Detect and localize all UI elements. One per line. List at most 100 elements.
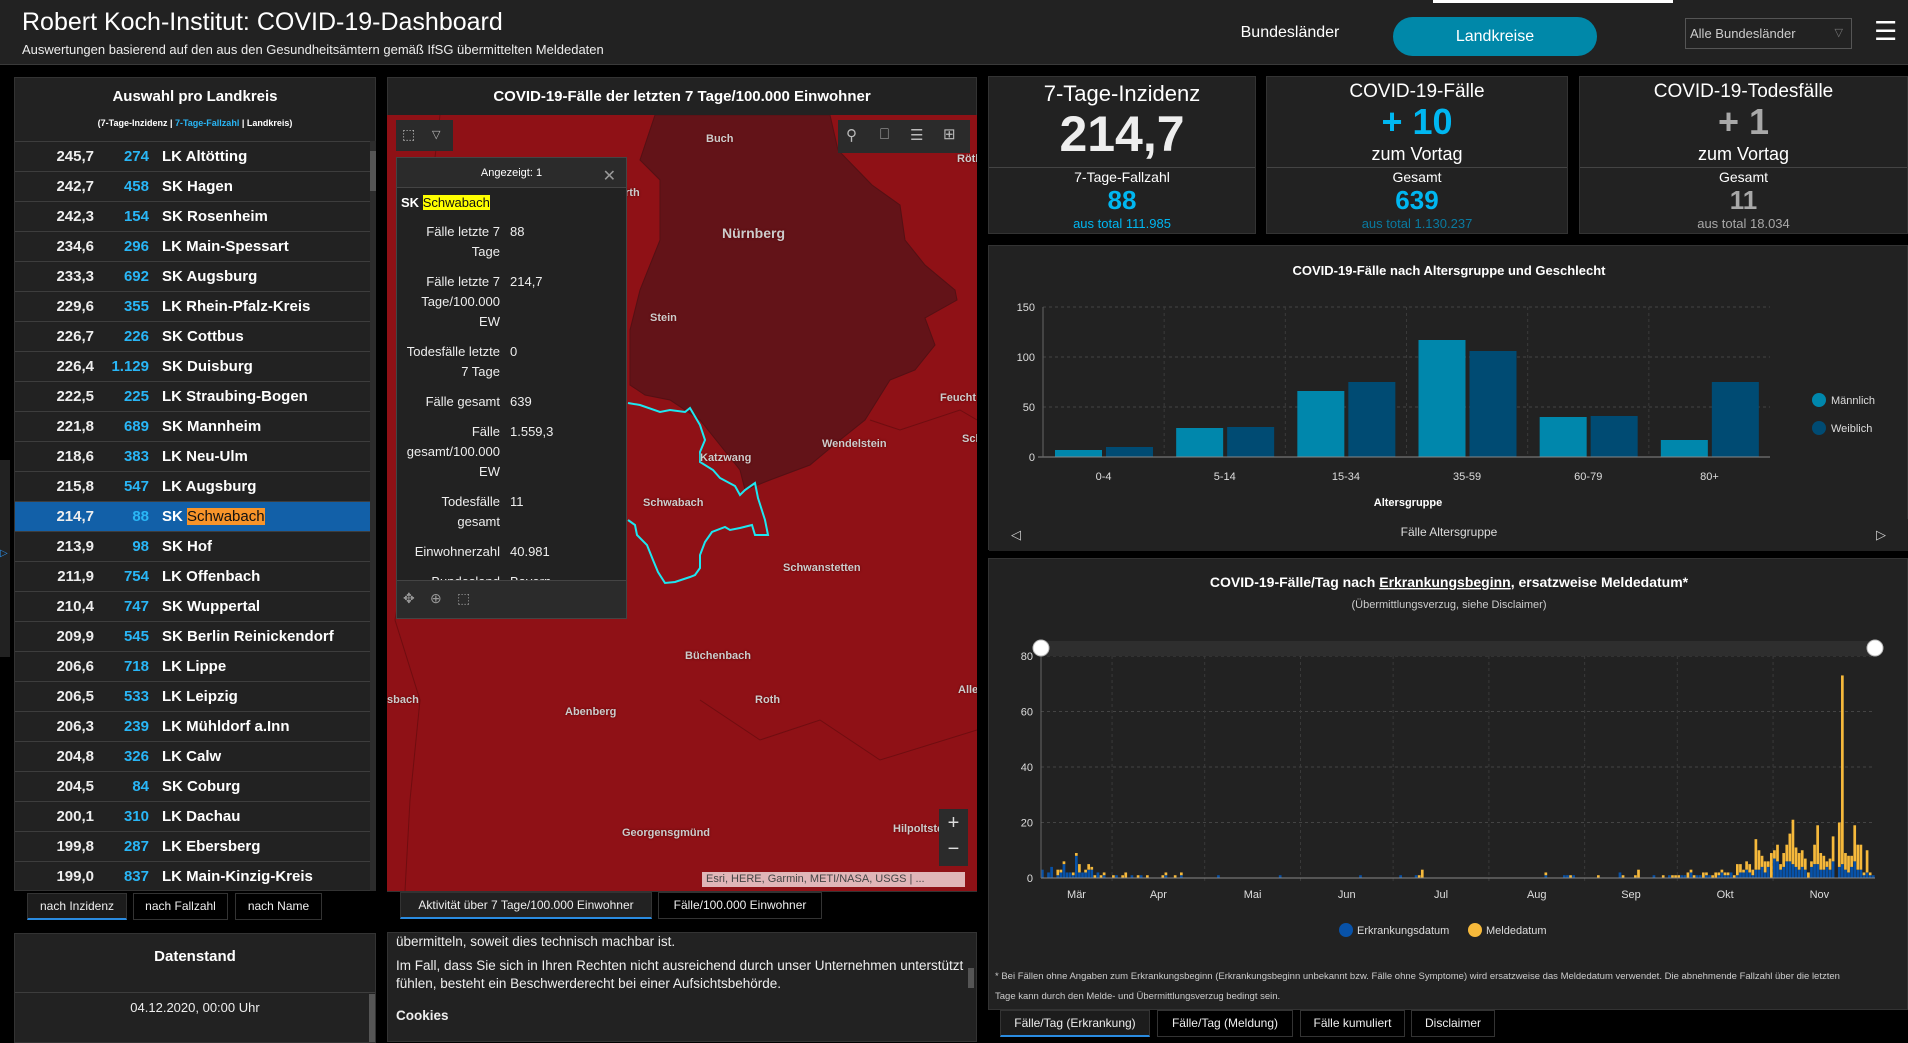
bar-meldedatum[interactable] xyxy=(1773,850,1776,859)
bar-meldedatum[interactable] xyxy=(1847,855,1850,873)
bar-meldedatum[interactable] xyxy=(1754,839,1758,870)
bar-meldedatum[interactable] xyxy=(1865,850,1869,873)
bar-erkrankungsdatum[interactable] xyxy=(1788,861,1792,878)
bar-erkrankungsdatum[interactable] xyxy=(1736,875,1739,878)
bar-erkrankungsdatum[interactable] xyxy=(1779,869,1782,878)
bookmark-icon[interactable]: ⎕ xyxy=(880,126,890,143)
bar-meldedatum[interactable] xyxy=(1124,872,1128,878)
bar-erkrankungsdatum[interactable] xyxy=(1760,866,1764,878)
bar-meldedatum[interactable] xyxy=(1136,875,1140,878)
bar-meldedatum[interactable] xyxy=(1819,853,1823,870)
bar-meldedatum[interactable] xyxy=(1102,872,1106,876)
bar-meldedatum[interactable] xyxy=(1794,847,1798,867)
bar-erkrankungsdatum[interactable] xyxy=(1717,875,1721,878)
bar-meldedatum[interactable] xyxy=(1810,861,1813,867)
bar-erkrankungsdatum[interactable] xyxy=(1081,872,1084,878)
bar-meldedatum[interactable] xyxy=(1720,869,1724,873)
bar-meldedatum[interactable] xyxy=(1785,844,1789,862)
bar-erkrankungsdatum[interactable] xyxy=(1751,875,1755,878)
bundesland-select[interactable]: Alle Bundesländer ▽ xyxy=(1685,18,1852,49)
list-item[interactable]: 206,6 718 LK Lippe xyxy=(15,651,370,681)
legend-label[interactable]: Weiblich xyxy=(1831,423,1872,435)
bar-meldedatum[interactable] xyxy=(1692,875,1696,878)
bar-erkrankungsdatum[interactable] xyxy=(1668,875,1671,878)
bar-meldedatum[interactable] xyxy=(1757,850,1761,870)
nav-landkreise[interactable]: Landkreise xyxy=(1393,17,1597,56)
bar-erkrankungsdatum[interactable] xyxy=(1544,875,1548,878)
basemap-gallery-icon[interactable]: ⊞ xyxy=(943,126,956,143)
legend-swatch[interactable] xyxy=(1339,923,1353,937)
bar-erkrankungsdatum[interactable] xyxy=(1797,869,1801,878)
bar-meldedatum[interactable] xyxy=(1862,872,1866,876)
bar-meldedatum[interactable] xyxy=(1828,858,1832,870)
bar-meldedatum[interactable] xyxy=(1760,855,1764,867)
nuernberg-area[interactable] xyxy=(629,115,958,491)
bar-erkrankungsdatum[interactable] xyxy=(1056,875,1060,878)
side-panel-collapsed[interactable] xyxy=(0,460,10,657)
bar-meldedatum[interactable] xyxy=(1671,875,1674,878)
bar-meldedatum[interactable] xyxy=(1748,864,1752,873)
bar-erkrankungsdatum[interactable] xyxy=(1800,866,1804,878)
list-item[interactable]: 206,5 533 LK Leipzig xyxy=(15,681,370,711)
list-item[interactable]: 200,1 310 LK Dachau xyxy=(15,801,370,831)
legend-label[interactable]: Erkrankungsdatum xyxy=(1357,925,1449,937)
bar-meldedatum[interactable] xyxy=(1087,864,1091,870)
bar-meldedatum[interactable] xyxy=(1859,844,1863,870)
range-slider-track[interactable] xyxy=(1041,641,1875,656)
tab-nach-inzidenz[interactable]: nach Inzidenz xyxy=(27,893,127,920)
bar-erkrankungsdatum[interactable] xyxy=(1754,869,1758,878)
bar-erkrankungsdatum[interactable] xyxy=(1813,864,1816,878)
bar-erkrankungsdatum[interactable] xyxy=(1865,872,1869,878)
bar-meldedatum[interactable] xyxy=(1071,872,1075,876)
bar-meldedatum[interactable] xyxy=(1723,872,1727,876)
list-item[interactable]: 218,6 383 LK Neu-Ulm xyxy=(15,441,370,471)
bar-Weiblich-80+[interactable] xyxy=(1711,382,1759,457)
bar-meldedatum[interactable] xyxy=(1621,875,1625,878)
list-item[interactable]: 199,8 287 LK Ebersberg xyxy=(15,831,370,861)
bar-Männlich-5-14[interactable] xyxy=(1176,428,1224,457)
select-tool-icon[interactable]: ⬚ xyxy=(402,126,416,142)
next-arrow-icon[interactable]: ▷ xyxy=(1876,527,1886,542)
range-slider-handle[interactable] xyxy=(1032,639,1050,657)
bar-meldedatum[interactable] xyxy=(1637,869,1640,878)
legend-swatch[interactable] xyxy=(1468,923,1482,937)
tab-faelle-kumuliert[interactable]: Fälle kumuliert xyxy=(1300,1010,1405,1037)
bar-meldedatum[interactable] xyxy=(1677,875,1680,878)
map-attribution[interactable]: Esri, HERE, Garmin, METI/NASA, USGS | ..… xyxy=(702,872,965,887)
bar-erkrankungsdatum[interactable] xyxy=(1566,875,1569,878)
bar-meldedatum[interactable] xyxy=(1856,844,1860,870)
bar-erkrankungsdatum[interactable] xyxy=(1841,864,1844,878)
zoom-out-button[interactable]: − xyxy=(947,838,960,860)
bar-meldedatum[interactable] xyxy=(1837,822,1841,867)
dropdown-arrow-icon[interactable]: ▽ xyxy=(432,129,441,141)
bar-meldedatum[interactable] xyxy=(1544,872,1548,876)
bar-erkrankungsdatum[interactable] xyxy=(1164,875,1168,878)
bar-erkrankungsdatum[interactable] xyxy=(1859,869,1863,878)
bar-erkrankungsdatum[interactable] xyxy=(1074,855,1078,878)
bar-erkrankungsdatum[interactable] xyxy=(1618,872,1622,878)
hamburger-menu-icon[interactable]: ☰ xyxy=(1874,16,1898,46)
bar-meldedatum[interactable] xyxy=(1822,855,1826,870)
list-item[interactable]: 206,3 239 LK Mühldorf a.Inn xyxy=(15,711,370,741)
list-item[interactable]: 226,4 1.129 SK Duisburg xyxy=(15,351,370,381)
bar-erkrankungsdatum[interactable] xyxy=(1078,872,1081,878)
zoom-in-button[interactable]: + xyxy=(947,812,960,834)
bar-erkrankungsdatum[interactable] xyxy=(1742,872,1745,878)
search-icon[interactable]: ⚲ xyxy=(846,127,857,144)
bar-erkrankungsdatum[interactable] xyxy=(1084,872,1087,878)
bar-meldedatum[interactable] xyxy=(1634,875,1637,878)
bar-erkrankungsdatum[interactable] xyxy=(1695,875,1699,878)
bar-erkrankungsdatum[interactable] xyxy=(1763,872,1767,878)
bar-meldedatum[interactable] xyxy=(1420,869,1424,878)
bar-meldedatum[interactable] xyxy=(1745,861,1748,870)
bar-meldedatum[interactable] xyxy=(1844,853,1847,870)
bar-meldedatum[interactable] xyxy=(1736,864,1739,876)
bar-erkrankungsdatum[interactable] xyxy=(1572,875,1575,878)
list-item[interactable]: 245,7 274 LK Altötting xyxy=(15,141,370,171)
bar-meldedatum[interactable] xyxy=(1766,861,1770,867)
bar-meldedatum[interactable] xyxy=(1717,872,1721,876)
bar-meldedatum[interactable] xyxy=(1742,869,1745,873)
bar-meldedatum[interactable] xyxy=(1732,875,1736,878)
bar-meldedatum[interactable] xyxy=(1850,855,1853,867)
bar-meldedatum[interactable] xyxy=(1093,875,1097,878)
